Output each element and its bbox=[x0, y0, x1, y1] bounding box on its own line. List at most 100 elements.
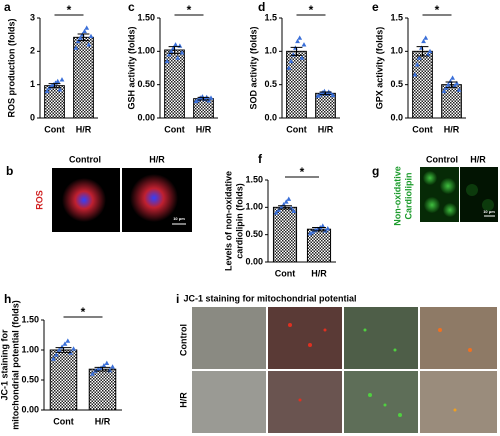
micrograph bbox=[460, 167, 498, 222]
error-bar bbox=[416, 46, 429, 57]
y-tick-label: 1.5 bbox=[390, 12, 403, 22]
data-point bbox=[193, 98, 199, 104]
data-point bbox=[315, 93, 321, 98]
data-point bbox=[441, 88, 447, 94]
error-bar bbox=[94, 366, 111, 372]
data-point bbox=[423, 35, 429, 40]
bar bbox=[412, 50, 433, 119]
data-point bbox=[450, 75, 455, 80]
y-tick-label: 1.0 bbox=[264, 46, 277, 56]
data-point bbox=[86, 42, 92, 47]
y-axis-label: SOD activity (folds) bbox=[248, 26, 258, 109]
y-tick-label: 0.50 bbox=[21, 374, 39, 384]
data-point bbox=[456, 87, 462, 92]
data-point bbox=[283, 199, 289, 204]
error-bar bbox=[445, 81, 458, 88]
data-point bbox=[328, 90, 334, 96]
error-bar bbox=[278, 205, 292, 210]
significance-label: * bbox=[81, 305, 86, 319]
significance-label: * bbox=[435, 3, 440, 17]
data-point bbox=[208, 95, 214, 100]
scale-label: 10 μm bbox=[483, 209, 495, 214]
y-tick-label: 0 bbox=[30, 112, 35, 122]
data-point bbox=[291, 208, 297, 213]
y-tick-label: 0.00 bbox=[21, 404, 39, 414]
data-point bbox=[44, 88, 50, 94]
x-tick-label: Cont bbox=[44, 124, 65, 134]
x-tick-label: Cont bbox=[164, 124, 185, 134]
data-point bbox=[412, 72, 418, 77]
data-point bbox=[110, 364, 115, 369]
x-tick-label: H/R bbox=[311, 268, 327, 278]
column-label: Control bbox=[426, 154, 458, 164]
y-tick-label: 0.50 bbox=[245, 229, 263, 239]
x-tick-label: Cont bbox=[53, 416, 74, 426]
x-tick-label: H/R bbox=[318, 124, 334, 134]
data-point bbox=[166, 52, 172, 57]
panel-letter: a bbox=[4, 0, 11, 14]
row-label: Control bbox=[178, 324, 188, 356]
panel-i: i JC-1 staining for mitochondrial potent… bbox=[176, 292, 497, 433]
stain-dots bbox=[288, 323, 472, 412]
panel-b: b Control H/R ROS 10 μm bbox=[6, 154, 192, 232]
y-tick-label: 1.0 bbox=[390, 46, 403, 56]
data-point bbox=[421, 38, 426, 44]
micrograph bbox=[192, 307, 266, 369]
data-point bbox=[84, 25, 90, 30]
data-point bbox=[273, 210, 279, 215]
x-tick-label: H/R bbox=[76, 124, 92, 134]
micrograph bbox=[344, 371, 418, 433]
column-label: H/R bbox=[470, 154, 486, 164]
data-point bbox=[173, 42, 178, 47]
micrograph bbox=[344, 307, 418, 369]
error-bar bbox=[197, 96, 210, 101]
y-tick-label: 3 bbox=[30, 12, 35, 22]
data-point bbox=[301, 42, 307, 47]
y-tick-label: 0.00 bbox=[137, 112, 155, 122]
data-point bbox=[71, 346, 76, 351]
significance-label: * bbox=[309, 3, 314, 17]
y-axis-label: ROS production (folds) bbox=[6, 19, 16, 118]
y-tick-label: 0.00 bbox=[245, 256, 263, 266]
cell bbox=[466, 184, 478, 196]
data-point bbox=[168, 48, 174, 54]
data-point bbox=[51, 356, 56, 361]
cell bbox=[440, 178, 456, 194]
y-tick-label: 1.00 bbox=[245, 202, 263, 212]
micrograph bbox=[420, 307, 497, 369]
data-point bbox=[310, 229, 316, 234]
bar bbox=[272, 206, 298, 263]
panel-letter: b bbox=[6, 164, 13, 178]
data-point bbox=[73, 45, 79, 50]
data-point bbox=[82, 28, 87, 34]
error-bar bbox=[290, 46, 303, 56]
data-point bbox=[416, 55, 422, 60]
y-axis-label: GSH activity (folds) bbox=[126, 26, 136, 109]
data-point bbox=[286, 196, 292, 201]
error-bar bbox=[319, 91, 332, 96]
data-point bbox=[55, 78, 61, 84]
y-tick-label: 0.5 bbox=[264, 79, 277, 89]
data-point bbox=[320, 223, 326, 228]
y-tick-label: 2 bbox=[30, 46, 35, 56]
data-point bbox=[57, 87, 63, 92]
data-point bbox=[164, 58, 170, 64]
y-tick-label: 1.00 bbox=[21, 344, 39, 354]
y-tick-label: 1.5 bbox=[264, 12, 277, 22]
cell bbox=[482, 199, 494, 211]
cell bbox=[424, 197, 440, 213]
data-point bbox=[445, 82, 451, 87]
y-tick-label: 1.50 bbox=[245, 174, 263, 184]
x-tick-label: H/R bbox=[444, 124, 460, 134]
data-point bbox=[425, 52, 431, 57]
y-tick-label: 0.5 bbox=[390, 79, 403, 89]
data-point bbox=[65, 338, 71, 343]
column-label: H/R bbox=[149, 154, 165, 164]
y-axis-label: JC-1 staining for bbox=[0, 329, 9, 401]
error-bar bbox=[48, 83, 61, 89]
data-point bbox=[454, 80, 460, 86]
y-axis-label: mitochondrial potential (folds) bbox=[10, 300, 20, 430]
data-point bbox=[278, 204, 284, 210]
data-point bbox=[175, 55, 181, 60]
y-tick-label: 1.50 bbox=[21, 314, 39, 324]
